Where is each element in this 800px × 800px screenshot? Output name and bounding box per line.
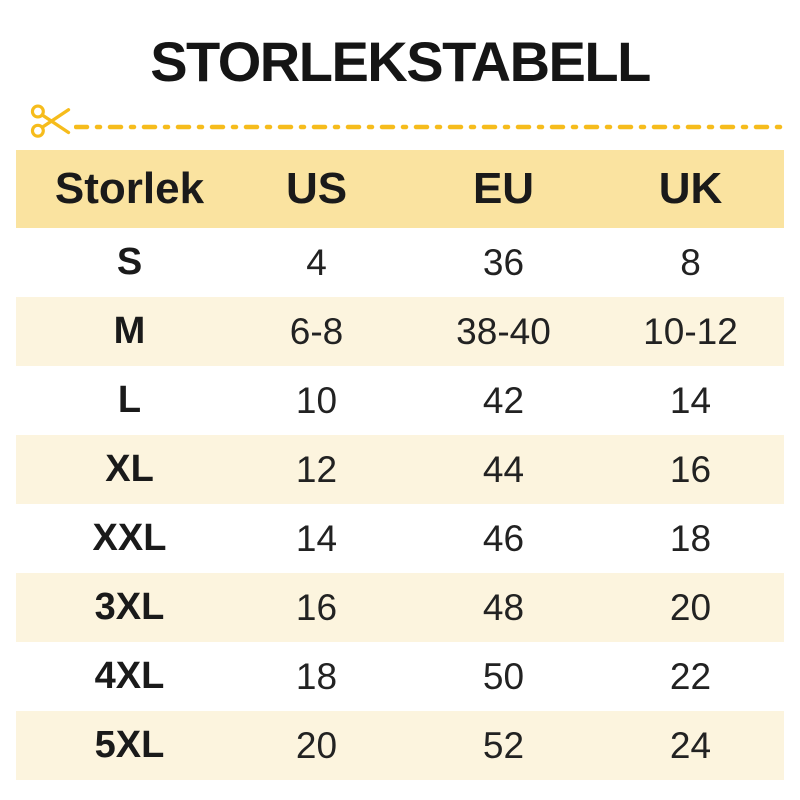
table-row-xl: XL 12 44 16 bbox=[16, 435, 784, 504]
uk-value: 22 bbox=[669, 655, 712, 697]
table-row-l: L 10 42 14 bbox=[16, 366, 784, 435]
table-row-s: S 4 36 8 bbox=[16, 228, 784, 297]
cut-here-divider bbox=[30, 100, 789, 144]
us-value: 4 bbox=[306, 241, 327, 283]
uk-value: 20 bbox=[669, 586, 712, 628]
us-value: 16 bbox=[295, 586, 338, 628]
eu-value: 44 bbox=[482, 448, 525, 490]
size-label: S bbox=[116, 241, 143, 283]
us-value: 12 bbox=[295, 448, 338, 490]
table-row-m: M 6-8 38-40 10-12 bbox=[16, 297, 784, 366]
size-label: 3XL bbox=[94, 586, 165, 628]
size-label: L bbox=[117, 379, 142, 421]
column-header-uk: UK bbox=[658, 164, 723, 213]
table-row-4xl: 4XL 18 50 22 bbox=[16, 642, 784, 711]
size-table: Storlek US EU UK S 4 36 8 M 6-8 38-40 10… bbox=[16, 150, 784, 780]
us-value: 14 bbox=[295, 517, 338, 559]
size-label: M bbox=[113, 310, 146, 352]
size-label: 4XL bbox=[94, 655, 165, 697]
table-row-5xl: 5XL 20 52 24 bbox=[16, 711, 784, 780]
size-label: XXL bbox=[92, 517, 167, 559]
eu-value: 46 bbox=[482, 517, 525, 559]
us-value: 6-8 bbox=[289, 310, 344, 352]
eu-value: 50 bbox=[482, 655, 525, 697]
page-title: STORLEKSTABELL bbox=[150, 30, 651, 93]
uk-value: 24 bbox=[669, 724, 712, 766]
us-value: 10 bbox=[295, 379, 338, 421]
column-header-us: US bbox=[285, 164, 348, 213]
uk-value: 14 bbox=[669, 379, 712, 421]
eu-value: 52 bbox=[482, 724, 525, 766]
scissors-icon bbox=[30, 100, 72, 144]
eu-value: 38-40 bbox=[456, 310, 551, 352]
us-value: 18 bbox=[295, 655, 338, 697]
table-row-xxl: XXL 14 46 18 bbox=[16, 504, 784, 573]
dashed-cut-line bbox=[73, 118, 789, 130]
size-label: 5XL bbox=[94, 724, 165, 766]
eu-value: 36 bbox=[482, 241, 525, 283]
eu-value: 42 bbox=[482, 379, 525, 421]
table-header-row: Storlek US EU UK bbox=[16, 150, 784, 228]
table-row-3xl: 3XL 16 48 20 bbox=[16, 573, 784, 642]
column-header-eu: EU bbox=[472, 164, 535, 213]
uk-value: 8 bbox=[680, 241, 701, 283]
uk-value: 18 bbox=[669, 517, 712, 559]
eu-value: 48 bbox=[482, 586, 525, 628]
us-value: 20 bbox=[295, 724, 338, 766]
uk-value: 10-12 bbox=[643, 310, 738, 352]
size-label: XL bbox=[105, 448, 154, 490]
column-header-storlek: Storlek bbox=[54, 164, 205, 213]
uk-value: 16 bbox=[669, 448, 712, 490]
